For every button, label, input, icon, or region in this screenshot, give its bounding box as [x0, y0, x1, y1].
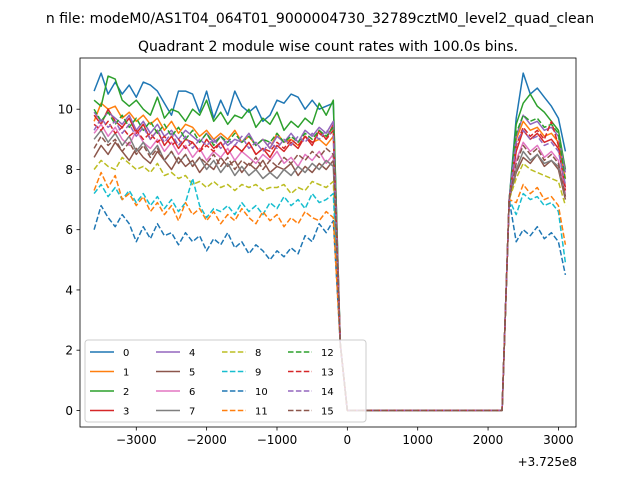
- y-tick-label: 0: [65, 404, 73, 418]
- series-line-13: [93, 120, 567, 412]
- x-tick-label: 2000: [473, 433, 504, 447]
- y-tick-label: 4: [65, 283, 73, 297]
- y-tick-label: 10: [58, 103, 73, 117]
- legend-label-11: 11: [255, 407, 268, 418]
- y-tick-label: 6: [65, 223, 73, 237]
- legend-label-5: 5: [189, 368, 195, 379]
- legend-frame: [84, 339, 367, 423]
- legend-label-15: 15: [321, 407, 334, 418]
- x-axis-offset-label: +3.725e8: [518, 455, 577, 469]
- x-tick-label: 3000: [543, 433, 574, 447]
- x-tick-label: −3000: [116, 433, 157, 447]
- y-axis: 0 2 4 6 8 10: [58, 103, 80, 418]
- legend-label-3: 3: [123, 407, 129, 418]
- chart-title: Quadrant 2 module wise count rates with …: [138, 39, 518, 55]
- series-line-15: [93, 135, 567, 412]
- x-tick-label: −1000: [257, 433, 298, 447]
- legend-label-12: 12: [321, 348, 334, 359]
- legend-label-6: 6: [189, 387, 195, 398]
- y-tick-label: 8: [65, 163, 73, 177]
- legend-label-4: 4: [189, 348, 195, 359]
- x-tick-label: 0: [344, 433, 352, 447]
- legend-label-1: 1: [123, 368, 129, 379]
- legend-label-8: 8: [255, 348, 261, 359]
- figure-suptitle: n file: modeM0/AS1T04_064T01_9000004730_…: [46, 11, 594, 27]
- x-tick-label: 1000: [402, 433, 433, 447]
- plot-frame: [79, 57, 577, 428]
- legend-label-0: 0: [123, 348, 129, 359]
- legend-label-2: 2: [123, 387, 129, 398]
- legend-label-13: 13: [321, 368, 334, 379]
- series-layer: [93, 72, 567, 412]
- x-axis: −3000 −2000 −1000 0 1000 2000 3000: [116, 427, 574, 447]
- y-tick-label: 2: [65, 344, 73, 358]
- legend-label-9: 9: [255, 368, 261, 379]
- legend-label-14: 14: [321, 387, 334, 398]
- legend-label-7: 7: [189, 407, 195, 418]
- legend-label-10: 10: [255, 387, 268, 398]
- x-tick-label: −2000: [186, 433, 227, 447]
